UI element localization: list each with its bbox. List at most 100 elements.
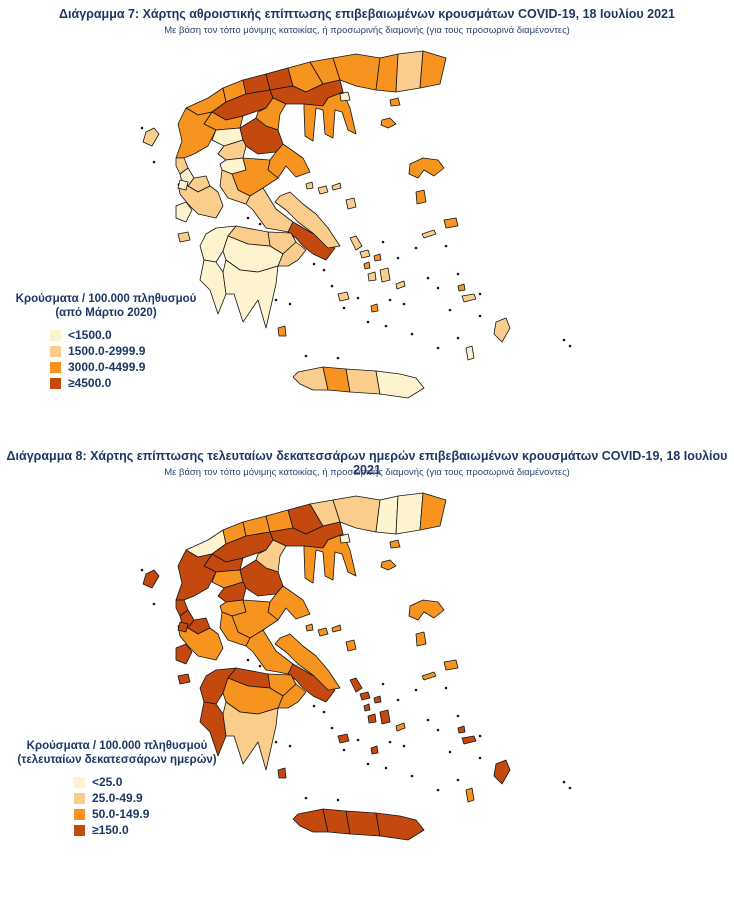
region-chania — [292, 366, 329, 391]
islet-speck — [356, 296, 360, 300]
region-paros — [367, 713, 377, 724]
region-aetolia — [177, 623, 224, 661]
islet-speck — [336, 798, 340, 802]
legend-title-line2: (τελευταίων δεκατεσσάρων ημερών) — [17, 754, 217, 766]
region-naxos — [379, 267, 391, 283]
region-samos — [443, 217, 459, 229]
legend-swatch — [74, 808, 85, 820]
legend-item: <1500.0 — [50, 327, 212, 343]
legend-label: ≥4500.0 — [68, 376, 112, 390]
islet-speck — [436, 728, 440, 732]
islet-speck — [336, 356, 340, 360]
islet-speck — [274, 298, 278, 302]
region-messinia — [199, 259, 227, 315]
region-syros — [363, 703, 371, 712]
region-lasithi — [375, 812, 425, 841]
legend-item: 50.0-149.9 — [74, 806, 232, 822]
islet-speck — [456, 272, 460, 276]
legend-item: 3000.0-4499.9 — [50, 359, 212, 375]
region-naxos — [379, 709, 391, 725]
region-chalkidiki — [303, 533, 357, 584]
legend-item: 25.0-49.9 — [74, 790, 232, 806]
islet-speck — [448, 308, 452, 312]
region-tinos — [359, 691, 371, 701]
islet-speck — [274, 740, 278, 744]
region-skyros — [345, 197, 357, 210]
region-aetolia — [177, 181, 224, 219]
legend-swatch — [74, 776, 85, 788]
region-kefalonia — [175, 201, 193, 223]
region-heraklion — [345, 810, 381, 837]
region-ikaria — [421, 671, 437, 681]
islet-speck — [330, 726, 334, 730]
legend-14day: Κρούσματα / 100.000 πληθυσμού (τελευταίω… — [2, 739, 232, 838]
islet-speck — [478, 756, 482, 760]
islet-speck — [366, 762, 370, 766]
legend-items: <25.0 25.0-49.9 50.0-149.9 ≥150.0 — [74, 774, 232, 838]
legend-label: 3000.0-4499.9 — [68, 360, 146, 374]
region-skopelos — [317, 627, 329, 637]
islet-speck — [568, 344, 572, 348]
legend-label: 25.0-49.9 — [92, 791, 143, 805]
region-milos — [337, 733, 350, 744]
legend-label: ≥150.0 — [92, 823, 129, 837]
region-tinos — [359, 249, 371, 259]
region-rodopi — [395, 492, 424, 535]
islet-speck — [410, 332, 414, 336]
region-attica — [287, 221, 336, 261]
islet-speck — [140, 126, 144, 130]
region-rhodes — [493, 759, 511, 785]
legend-title: Κρούσματα / 100.000 πληθυσμού (τελευταίω… — [2, 739, 232, 767]
region-samothraki — [389, 539, 401, 549]
islet-speck — [366, 320, 370, 324]
islet-speck — [568, 786, 572, 790]
region-evia — [274, 633, 341, 691]
region-skiathos — [305, 623, 314, 632]
legend-swatch — [50, 377, 61, 389]
islet-speck — [381, 240, 385, 244]
figure8-subtitle: Με βάση τον τόπο μόνιμης κατοικίας, ή πρ… — [164, 467, 570, 478]
region-heraklion — [345, 368, 381, 395]
region-ikaria — [421, 229, 437, 239]
region-karpathos — [465, 345, 475, 361]
legend-label: <1500.0 — [68, 328, 112, 342]
islet-speck — [246, 658, 250, 662]
region-kalymnos — [457, 283, 466, 292]
legend-items: <1500.0 1500.0-2999.9 3000.0-4499.9 ≥4500.0 — [50, 327, 212, 391]
islet-speck — [478, 314, 482, 318]
region-viotia — [245, 629, 294, 675]
region-samothraki — [389, 97, 401, 107]
islet-speck — [562, 780, 566, 784]
islet-speck — [402, 744, 406, 748]
region-santorini — [370, 303, 379, 313]
islet-speck — [444, 244, 448, 248]
islet-speck — [330, 284, 334, 288]
region-chalkidiki — [303, 91, 357, 142]
region-andros — [349, 677, 363, 693]
legend-swatch — [74, 792, 85, 804]
region-paros — [367, 271, 377, 282]
islet-speck — [288, 744, 292, 748]
region-thasos — [339, 91, 351, 102]
islet-speck — [342, 748, 346, 752]
region-kos — [461, 293, 477, 303]
region-lasithi — [375, 370, 425, 399]
region-fokida — [219, 611, 251, 647]
islet-speck — [304, 796, 308, 800]
islet-speck — [152, 160, 156, 164]
region-kythira — [277, 767, 287, 779]
legend-cumulative: Κρούσματα / 100.000 πληθυσμού (από Μάρτι… — [0, 292, 212, 391]
region-limnos — [380, 117, 397, 129]
islet-speck — [388, 740, 392, 744]
region-alonissos — [331, 624, 342, 633]
islet-speck — [410, 774, 414, 778]
region-kos — [461, 735, 477, 745]
islet-speck — [381, 682, 385, 686]
region-evia — [274, 191, 341, 249]
islet-speck — [402, 302, 406, 306]
figure8-title: Διάγραμμα 8: Χάρτης επίπτωσης τελευταίων… — [6, 449, 728, 477]
islet-speck — [456, 336, 460, 340]
islet-speck — [436, 788, 440, 792]
region-lefkada — [177, 621, 189, 633]
region-amorgos — [395, 722, 406, 732]
